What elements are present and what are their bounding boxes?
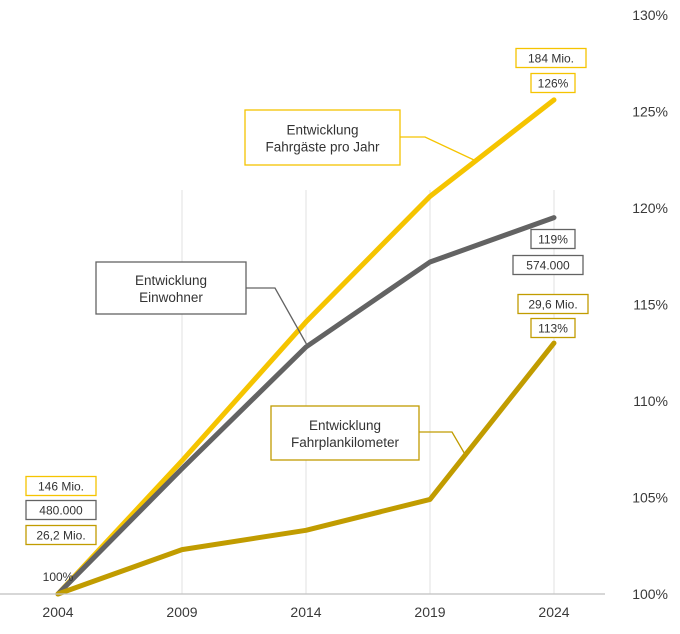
end-fahrgaeste-1-text: 126% xyxy=(538,76,569,90)
start-fahrgaeste-text: 146 Mio. xyxy=(38,479,84,493)
y-tick-125: 125% xyxy=(632,104,668,120)
start-fahrgaeste-label: 146 Mio. xyxy=(25,475,97,497)
start-fahrgaeste-box xyxy=(25,475,97,497)
callout-line2-fahrgaeste: Fahrgäste pro Jahr xyxy=(265,140,380,155)
x-tick-2019: 2019 xyxy=(414,604,445,620)
start-einwohner-box xyxy=(25,499,97,521)
x-tick-2014: 2014 xyxy=(290,604,321,620)
callout-fahrplankilometer: Entwicklung Fahrplankilometer xyxy=(270,405,420,461)
start-percent-label: 100% xyxy=(43,570,74,584)
start-fahrplankilometer-label: 26,2 Mio. xyxy=(25,524,97,546)
callout-line1-einwohner: Entwicklung xyxy=(135,273,207,288)
callout-box-fahrgaeste xyxy=(244,109,401,166)
y-tick-120: 120% xyxy=(632,200,668,216)
callout-fahrgaeste: Entwicklung Fahrgäste pro Jahr xyxy=(244,109,401,166)
end-fahrplankilometer-0-text: 29,6 Mio. xyxy=(528,297,577,311)
end-fahrgaeste-0-text: 184 Mio. xyxy=(528,51,574,65)
end-fahrplankilometer-0-label: 29,6 Mio. xyxy=(517,293,589,315)
end-fahrgaeste-1-label: 126% xyxy=(530,72,576,94)
end-fahrgaeste-1-box xyxy=(530,72,576,94)
end-fahrgaeste-0-label: 184 Mio. xyxy=(515,47,587,69)
y-tick-115: 115% xyxy=(633,297,668,313)
end-einwohner-0-box xyxy=(530,228,576,250)
callout-line2-einwohner: Einwohner xyxy=(139,290,203,305)
series-line-einwohner xyxy=(55,215,557,597)
series-line-fahrgaeste xyxy=(55,97,557,597)
x-axis-ticks: 2004 2009 2014 2019 2024 xyxy=(42,604,569,620)
end-fahrplankilometer-1-text: 113% xyxy=(538,321,568,335)
end-fahrplankilometer-0-box xyxy=(517,293,589,315)
callout-line2-fahrplankilometer: Fahrplankilometer xyxy=(291,435,400,450)
grid-lines xyxy=(181,190,555,594)
x-tick-2009: 2009 xyxy=(166,604,197,620)
callout-einwohner: Entwicklung Einwohner xyxy=(95,261,247,315)
start-einwohner-label: 480.000 xyxy=(25,499,97,521)
end-einwohner-1-label: 574.000 xyxy=(512,254,584,276)
y-tick-130: 130% xyxy=(632,7,668,23)
callout-box-einwohner xyxy=(95,261,247,315)
callout-connectors xyxy=(246,136,475,457)
series-lines xyxy=(55,97,557,597)
value-labels: 146 Mio. 480.000 26,2 Mio. 100% 184 Mio. 126%… xyxy=(25,47,589,584)
end-einwohner-1-box xyxy=(512,254,584,276)
end-einwohner-1-text: 574.000 xyxy=(526,258,570,272)
end-einwohner-0-label: 119% xyxy=(530,228,576,250)
callout-connector-fahrgaeste xyxy=(400,136,475,161)
callout-connector-fahrplankilometer xyxy=(419,431,467,457)
y-tick-105: 105% xyxy=(632,490,668,506)
start-einwohner-text: 480.000 xyxy=(39,503,83,517)
x-tick-2004: 2004 xyxy=(42,604,73,620)
y-tick-110: 110% xyxy=(633,393,668,409)
y-tick-100: 100% xyxy=(632,586,668,602)
callout-line1-fahrplankilometer: Entwicklung xyxy=(309,418,381,433)
x-tick-2024: 2024 xyxy=(538,604,569,620)
end-fahrplankilometer-1-box xyxy=(530,317,576,339)
start-fahrplankilometer-text: 26,2 Mio. xyxy=(36,528,85,542)
end-fahrplankilometer-1-label: 113% xyxy=(530,317,576,339)
end-einwohner-0-text: 119% xyxy=(538,232,568,246)
series-line-fahrplankilometer xyxy=(55,340,557,597)
callout-line1-fahrgaeste: Entwicklung xyxy=(286,123,358,138)
callout-box-fahrplankilometer xyxy=(270,405,420,461)
start-fahrplankilometer-box xyxy=(25,524,97,546)
y-axis-ticks: 100% 105% 110% 115% 120% 125% 130% xyxy=(632,7,668,602)
callout-connector-einwohner xyxy=(246,287,308,346)
end-fahrgaeste-0-box xyxy=(515,47,587,69)
